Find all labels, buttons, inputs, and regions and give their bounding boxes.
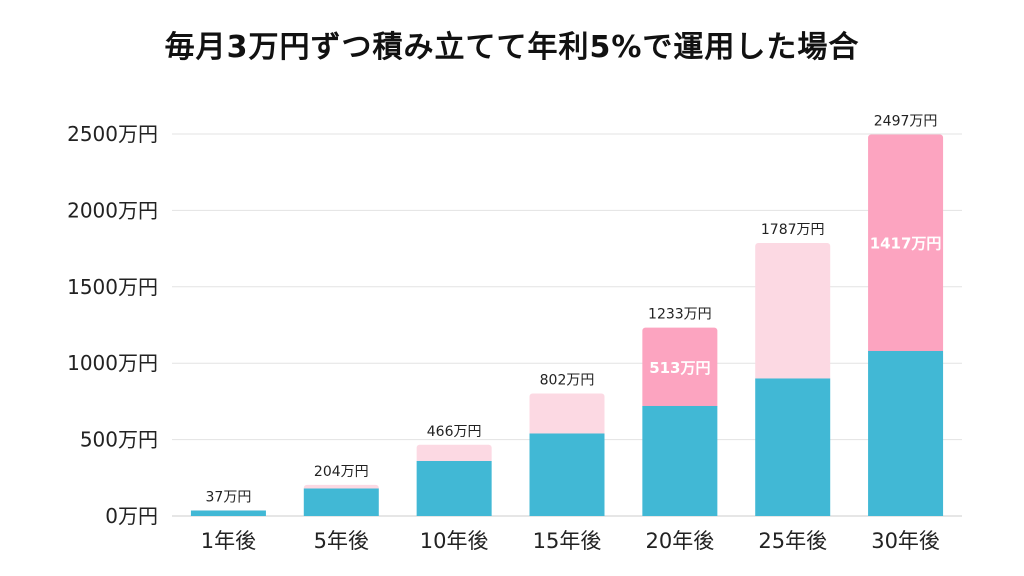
data-labels: 37万円 204万円 466万円 802万円 1233万円 513万円 1787万円 2497… [206,113,942,505]
bar-segment-gain [642,327,718,409]
bar-segment-principal [303,488,379,516]
bars [190,134,944,516]
bar-segment-gain [755,242,831,382]
y-tick-label: 0万円 [105,504,158,528]
bar-segment-principal [755,378,831,516]
bar-segment-principal [642,405,718,516]
total-value-label: 466万円 [427,424,482,440]
gain-value-label: 513万円 [649,359,710,377]
total-value-label: 802万円 [540,372,595,388]
total-value-label: 204万円 [314,464,369,480]
x-tick-label: 10年後 [420,529,489,553]
total-value-label: 2497万円 [874,113,938,129]
bar-segment-principal [190,510,266,516]
y-axis: 0万円 500万円 1000万円 1500万円 2000万円 2500万円 [67,122,158,528]
chart-title: 毎月3万円ずつ積み立てて年利5%で運用した場合 [164,30,860,65]
bar-segment-gain [416,444,492,464]
x-tick-label: 25年後 [758,529,827,553]
x-tick-label: 1年後 [201,529,256,553]
x-tick-label: 5年後 [314,529,369,553]
bar-segment-principal [416,460,492,516]
total-value-label: 1233万円 [648,307,712,323]
bar-segment-gain [529,393,605,437]
total-value-label: 37万円 [206,489,252,505]
x-tick-label: 30年後 [871,529,940,553]
y-tick-label: 1000万円 [67,351,158,375]
y-tick-label: 500万円 [80,428,158,452]
gain-value-label: 1417万円 [870,235,942,253]
x-tick-label: 20年後 [645,529,714,553]
x-tick-label: 15年後 [533,529,602,553]
bar-segment-principal [868,350,944,516]
bar-segment-gain [868,134,944,354]
bar-segment-principal [529,433,605,516]
y-tick-label: 2500万円 [67,122,158,146]
x-axis: 1年後 5年後 10年後 15年後 20年後 25年後 30年後 [201,529,940,553]
y-tick-label: 2000万円 [67,198,158,222]
total-value-label: 1787万円 [761,222,825,238]
y-tick-label: 1500万円 [67,275,158,299]
